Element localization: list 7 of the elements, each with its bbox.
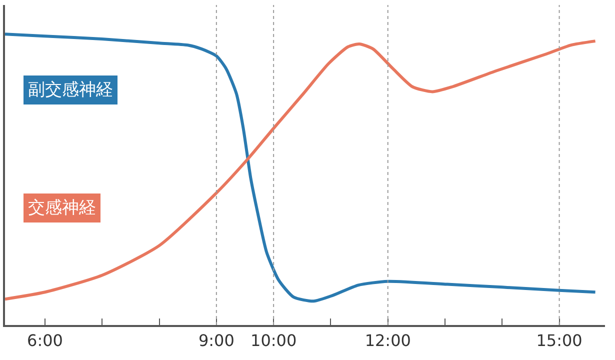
text: 副交感神経 — [28, 80, 113, 100]
x-tick-label: 10:00 — [250, 330, 297, 350]
x-tick-label: 12:00 — [364, 330, 411, 350]
x-tick-label: 6:00 — [27, 330, 63, 350]
x-tick-label: 9:00 — [198, 330, 234, 350]
text: 交感神経 — [28, 198, 96, 218]
x-tick-label: 15:00 — [536, 330, 582, 350]
